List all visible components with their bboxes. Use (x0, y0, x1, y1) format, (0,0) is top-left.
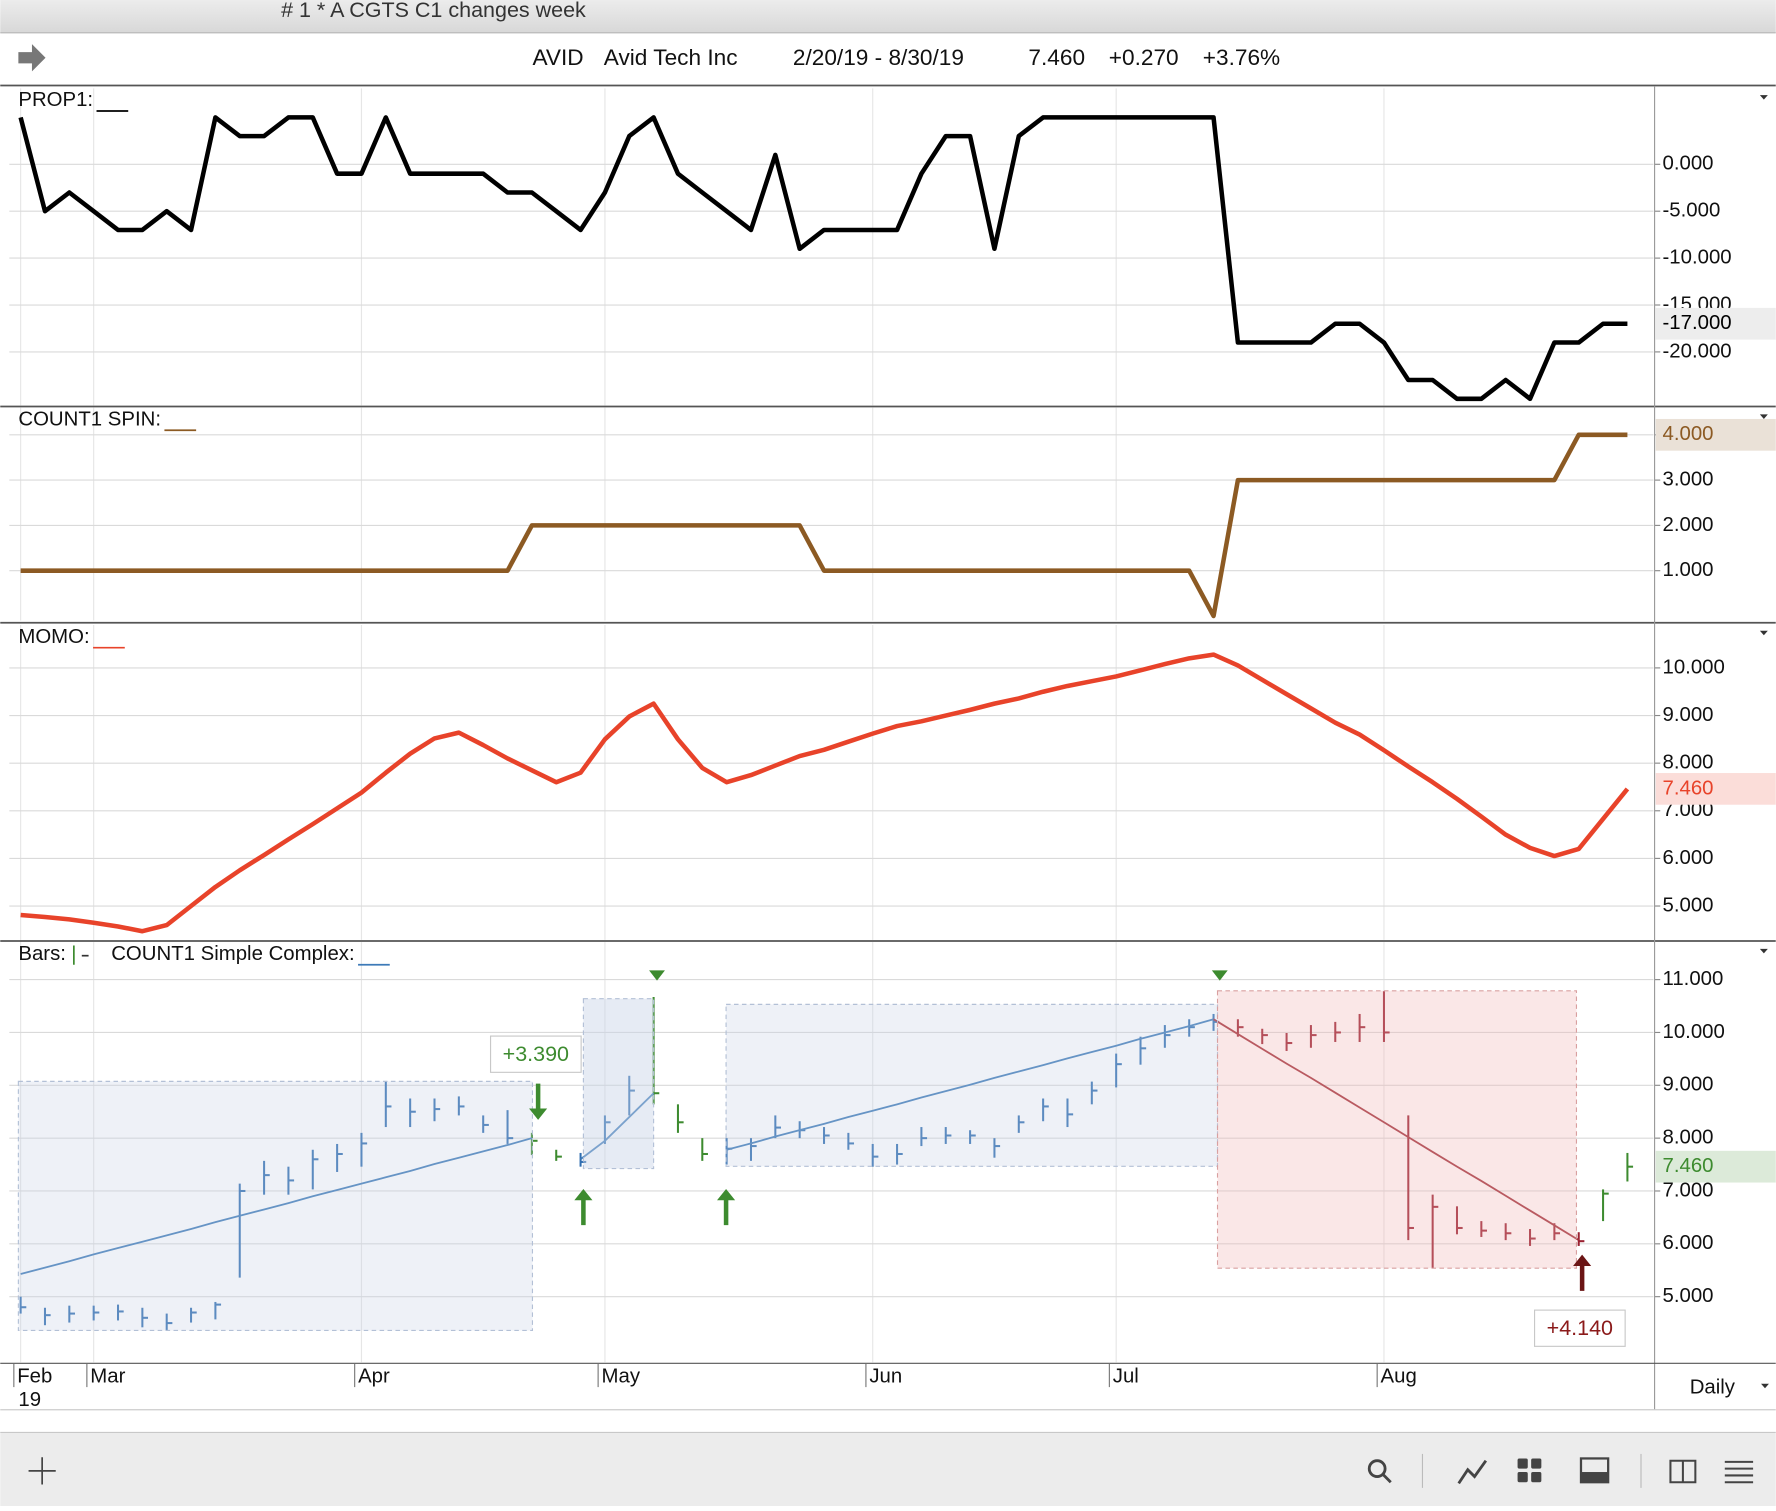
annotation-box (489, 1035, 582, 1073)
last-value-badge (1655, 307, 1776, 340)
x-tick-label: May (602, 1365, 641, 1387)
y-tick-label: 10.000 (1663, 656, 1725, 678)
indicator-line (20, 432, 1628, 619)
panel-menu[interactable] (1759, 95, 1768, 100)
last-value-badge (1655, 773, 1776, 805)
x-tick-label: Apr (358, 1365, 390, 1387)
symbol: AVID (532, 45, 583, 70)
down-arrow (649, 970, 665, 981)
chart-style-button[interactable] (1457, 1459, 1488, 1485)
window-title: # 1 * A CGTS C1 changes week (281, 0, 586, 22)
company: Avid Tech Inc (604, 45, 738, 70)
y-tick-label: 6.000 (1663, 847, 1714, 869)
menu-button[interactable] (1724, 1460, 1754, 1484)
panel-menu[interactable] (1759, 414, 1768, 419)
y-tick-label: 9.000 (1663, 1074, 1714, 1096)
legend-label: MOMO: (18, 626, 89, 648)
box (1216, 990, 1578, 1269)
add-button[interactable] (28, 1457, 56, 1485)
legend-label: COUNT1 SPIN: (18, 408, 161, 430)
last-value-badge (1655, 1150, 1776, 1183)
panel-menus (1759, 95, 1768, 954)
panel-menu[interactable] (1759, 630, 1768, 636)
down-arrow (1211, 970, 1228, 981)
indicator-line (18, 115, 1628, 402)
y-tick-label: -5.000 (1663, 200, 1721, 222)
y-tick-label: 0.000 (1663, 153, 1714, 175)
book-button[interactable] (1669, 1459, 1697, 1484)
y-tick-label: 2.000 (1663, 514, 1714, 536)
toolbar (0, 1432, 1776, 1506)
y-tick-label: 5.000 (1663, 894, 1714, 916)
x-axis: Feb Mar Apr May Jun Jul Aug (13, 1363, 1417, 1387)
y-tick-label: -20.000 (1663, 340, 1732, 362)
up-arrow (1573, 1254, 1592, 1291)
box (17, 1080, 534, 1332)
last-value-badge (1655, 418, 1776, 451)
indicator-line (20, 652, 1630, 934)
legend-label: Bars: (18, 943, 66, 965)
period-selector[interactable]: Daily (1690, 1377, 1736, 1399)
box (582, 998, 655, 1170)
x-tick-label: Mar (90, 1365, 125, 1387)
up-arrow (574, 1188, 593, 1226)
annotation: +4.140 (1547, 1316, 1613, 1340)
last-value-label: 4.000 (1663, 423, 1714, 445)
down-arrow (529, 1083, 548, 1120)
plots: 0.000-5.000-10.000-15.000-20.000PROP1:-1… (9, 88, 1776, 1363)
x-tick-label: Jul (1113, 1365, 1139, 1387)
panel-menu[interactable] (1759, 948, 1768, 954)
annotations: +3.390 +4.140 (489, 970, 1626, 1347)
last-value-badge (1655, 1150, 1776, 1183)
x-tick-label: Aug (1381, 1365, 1417, 1387)
last-value-badge (1655, 418, 1776, 451)
x-year-label: 19 (18, 1389, 41, 1411)
nav-arrow[interactable] (18, 44, 46, 72)
layout-button[interactable] (1517, 1458, 1542, 1483)
y-tick-label: 9.000 (1663, 704, 1714, 726)
y-tick-label: 5.000 (1663, 1285, 1714, 1307)
y-tick-label: 6.000 (1663, 1232, 1714, 1254)
last-value-label: 7.460 (1663, 777, 1714, 799)
annotation-box (1533, 1309, 1626, 1347)
change-pct: +3.76% (1203, 45, 1280, 70)
panel-button[interactable] (1579, 1457, 1610, 1484)
date-range: 2/20/19 - 8/30/19 (793, 45, 964, 70)
y-tick-label: -10.000 (1663, 246, 1732, 268)
y-tick-label: 3.000 (1663, 468, 1714, 490)
y-tick-label: 10.000 (1663, 1021, 1725, 1043)
last-price: 7.460 (1028, 45, 1085, 70)
header: AVID Avid Tech Inc 2/20/19 - 8/30/19 7.4… (532, 45, 1280, 70)
title-bar (0, 0, 1776, 33)
last-value-label: -17.000 (1663, 312, 1732, 334)
legend-label: COUNT1 Simple Complex: (111, 943, 354, 965)
annotation: +3.390 (503, 1042, 569, 1066)
search-button[interactable] (1367, 1459, 1392, 1484)
change: +0.270 (1109, 45, 1179, 70)
trend-line (1213, 1018, 1580, 1241)
analysis-boxes (17, 990, 1578, 1332)
y-tick-label: 8.000 (1663, 752, 1714, 774)
last-value-badge (1655, 773, 1776, 805)
y-tick-label: 8.000 (1663, 1127, 1714, 1149)
y-tick-label: 7.000 (1663, 1179, 1714, 1201)
toolbar-icons (28, 1453, 1754, 1488)
x-tick-label: Jun (869, 1365, 902, 1387)
y-tick-label: 1.000 (1663, 559, 1714, 581)
last-value-badge (1655, 307, 1776, 340)
up-arrow (717, 1188, 736, 1226)
trend-line (20, 1018, 1214, 1275)
period-menu[interactable] (1761, 1383, 1769, 1389)
last-value-label: 7.460 (1663, 1155, 1714, 1177)
y-tick-label: 11.000 (1663, 968, 1724, 990)
legend-label: PROP1: (18, 89, 93, 111)
x-tick-label: Feb (17, 1365, 52, 1387)
box (725, 1003, 1219, 1167)
